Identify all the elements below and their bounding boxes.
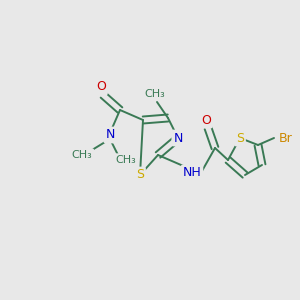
Text: CH₃: CH₃: [72, 150, 92, 160]
Text: S: S: [136, 169, 144, 182]
Text: Br: Br: [279, 131, 293, 145]
Text: S: S: [236, 131, 244, 145]
Text: O: O: [96, 80, 106, 94]
Text: O: O: [201, 113, 211, 127]
Text: CH₃: CH₃: [116, 155, 136, 165]
Text: NH: NH: [183, 167, 201, 179]
Text: CH₃: CH₃: [145, 89, 165, 99]
Text: N: N: [105, 128, 115, 142]
Text: N: N: [173, 131, 183, 145]
